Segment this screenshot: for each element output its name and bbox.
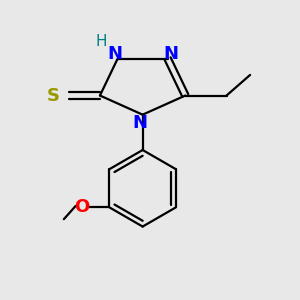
Text: N: N bbox=[163, 45, 178, 63]
Text: N: N bbox=[107, 45, 122, 63]
Text: O: O bbox=[74, 198, 89, 216]
Text: H: H bbox=[96, 34, 107, 49]
Text: S: S bbox=[46, 86, 59, 104]
Text: N: N bbox=[132, 115, 147, 133]
